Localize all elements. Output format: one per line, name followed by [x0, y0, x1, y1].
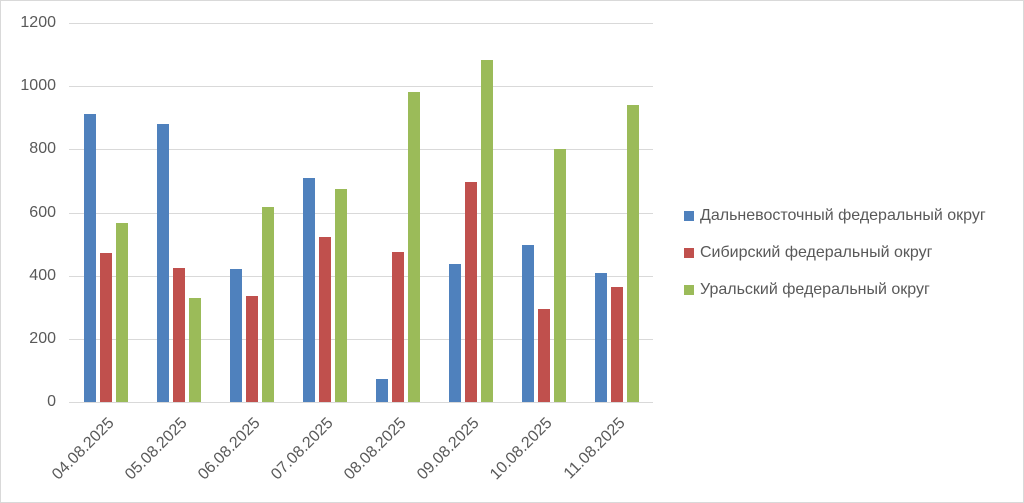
y-tick-label: 200	[29, 329, 56, 347]
bar[interactable]	[334, 189, 347, 402]
bar[interactable]	[302, 178, 315, 402]
bar[interactable]	[83, 114, 96, 402]
legend: Дальневосточный федеральный округ Сибирск…	[684, 205, 986, 316]
plot-area	[69, 23, 653, 403]
bar[interactable]	[318, 237, 331, 402]
legend-label: Сибирский федеральный округ	[700, 244, 933, 261]
bar[interactable]	[156, 123, 169, 402]
gridline	[69, 275, 653, 277]
gridline	[69, 149, 653, 151]
bar[interactable]	[188, 298, 201, 402]
bar-group	[580, 23, 653, 402]
bar[interactable]	[594, 272, 607, 402]
bar[interactable]	[448, 264, 461, 402]
bar[interactable]	[229, 269, 242, 402]
bar[interactable]	[537, 308, 550, 402]
bar[interactable]	[480, 59, 493, 402]
gridline	[69, 338, 653, 340]
bar[interactable]	[391, 252, 404, 402]
y-tick-label: 400	[29, 266, 56, 284]
bar-group	[288, 23, 361, 402]
bar-group	[507, 23, 580, 402]
bar[interactable]	[407, 91, 420, 402]
bar[interactable]	[261, 207, 274, 402]
legend-label: Дальневосточный федеральный округ	[700, 207, 986, 224]
gridline	[69, 23, 653, 24]
bar-group	[142, 23, 215, 402]
y-tick-label: 1000	[20, 77, 56, 95]
gridline	[69, 402, 653, 403]
bar[interactable]	[245, 296, 258, 402]
bar[interactable]	[172, 268, 185, 402]
bar[interactable]	[115, 223, 128, 402]
y-tick-label: 800	[29, 140, 56, 158]
legend-swatch-icon	[684, 211, 694, 221]
y-tick-label: 0	[47, 393, 56, 410]
legend-item[interactable]: Сибирский федеральный округ	[684, 242, 986, 279]
y-tick-label: 600	[29, 203, 56, 221]
legend-item[interactable]: Уральский федеральный округ	[684, 279, 986, 316]
bar-group	[215, 23, 288, 402]
bar[interactable]	[626, 105, 639, 402]
legend-swatch-icon	[684, 248, 694, 258]
bar[interactable]	[464, 182, 477, 402]
bar-group	[434, 23, 507, 402]
legend-label: Уральский федеральный округ	[700, 281, 930, 298]
y-tick-label: 1200	[20, 14, 56, 31]
bar-group	[69, 23, 142, 402]
bar[interactable]	[553, 149, 566, 402]
bar[interactable]	[521, 244, 534, 402]
bar-group	[361, 23, 434, 402]
bar[interactable]	[610, 287, 623, 402]
gridline	[69, 86, 653, 88]
gridline	[69, 212, 653, 214]
legend-item[interactable]: Дальневосточный федеральный округ	[684, 205, 986, 242]
bar[interactable]	[99, 252, 112, 402]
bar[interactable]	[375, 378, 388, 402]
legend-swatch-icon	[684, 285, 694, 295]
